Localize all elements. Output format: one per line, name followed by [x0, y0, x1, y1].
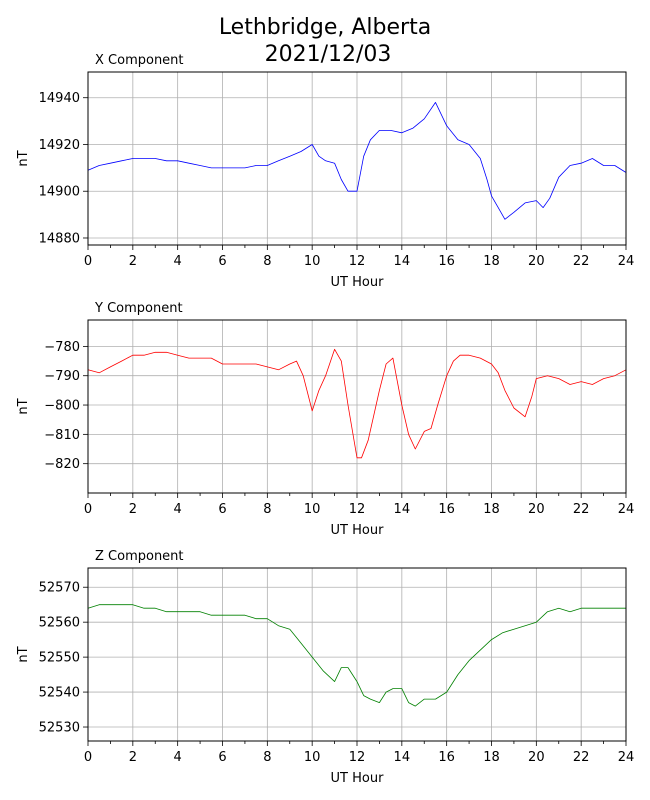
x-tick-label-z: 24 — [618, 750, 635, 765]
y-axis-label-x: nT — [16, 150, 31, 166]
panel-x-component: 0 2 4 6 8 10 12 14 16 18 20 22 241488014900149201494… — [16, 53, 634, 290]
x-tick-label-z: 4 — [174, 750, 182, 765]
x-tick-label-z: 10 — [304, 750, 321, 765]
figure-title-date: 2021/12/03 — [265, 42, 392, 67]
x-tick-label-x: 22 — [573, 254, 590, 269]
y-tick-label-x: 14880 — [39, 231, 80, 246]
panel-title-x: X Component — [95, 53, 184, 68]
x-axis-label-z: UT Hour — [331, 771, 385, 786]
x-tick-label-x: 2 — [129, 254, 137, 269]
panel-y-component: 0 2 4 6 8 10 12 14 16 18 20 22 24−820−810−800−790−78… — [16, 301, 634, 538]
y-tick-label-y: −810 — [44, 428, 80, 443]
x-tick-label-x: 20 — [528, 254, 545, 269]
y-axis-label-z: nT — [16, 646, 31, 662]
panel-z-component: 0 2 4 6 8 10 12 14 16 18 20 22 245253052540525505256… — [16, 549, 634, 786]
y-tick-label-y: −780 — [44, 340, 80, 355]
y-tick-label-x: 14940 — [39, 91, 80, 106]
panel-title-z: Z Component — [95, 549, 184, 564]
x-tick-label-y: 6 — [218, 502, 226, 517]
figure-title-location: Lethbridge, Alberta — [219, 15, 431, 40]
x-tick-label-x: 0 — [84, 254, 92, 269]
x-tick-label-y: 18 — [483, 502, 500, 517]
x-tick-label-x: 16 — [438, 254, 455, 269]
x-tick-label-x: 18 — [483, 254, 500, 269]
y-axis-label-y: nT — [16, 398, 31, 414]
x-tick-label-z: 12 — [349, 750, 366, 765]
x-tick-label-y: 14 — [394, 502, 411, 517]
x-tick-label-z: 18 — [483, 750, 500, 765]
x-axis-label-y: UT Hour — [331, 523, 385, 538]
x-tick-label-y: 8 — [263, 502, 271, 517]
y-tick-label-z: 52540 — [39, 686, 80, 701]
x-tick-label-y: 24 — [618, 502, 635, 517]
x-tick-label-x: 12 — [349, 254, 366, 269]
y-tick-label-z: 52560 — [39, 616, 80, 631]
x-tick-label-x: 4 — [174, 254, 182, 269]
panel-title-y: Y Component — [94, 301, 183, 316]
x-tick-label-y: 0 — [84, 502, 92, 517]
x-tick-label-x: 14 — [394, 254, 411, 269]
x-tick-label-y: 20 — [528, 502, 545, 517]
y-tick-label-z: 52550 — [39, 651, 80, 666]
x-tick-label-z: 22 — [573, 750, 590, 765]
x-tick-label-y: 10 — [304, 502, 321, 517]
y-tick-label-x: 14920 — [39, 138, 80, 153]
y-tick-label-y: −790 — [44, 369, 80, 384]
x-tick-label-z: 0 — [84, 750, 92, 765]
x-tick-label-x: 24 — [618, 254, 635, 269]
x-tick-label-y: 22 — [573, 502, 590, 517]
x-tick-label-z: 2 — [129, 750, 137, 765]
x-tick-label-z: 8 — [263, 750, 271, 765]
series-line-z — [87, 604, 626, 707]
x-tick-label-y: 4 — [174, 502, 182, 517]
series-line-x — [87, 102, 627, 220]
x-tick-label-y: 16 — [438, 502, 455, 517]
x-axis-label-x: UT Hour — [331, 275, 385, 290]
chart-panels: 0 2 4 6 8 10 12 14 16 18 20 22 241488014900149201494… — [16, 53, 634, 786]
y-tick-label-z: 52530 — [39, 721, 80, 736]
x-tick-label-x: 10 — [304, 254, 321, 269]
x-tick-label-x: 6 — [218, 254, 226, 269]
x-tick-label-z: 20 — [528, 750, 545, 765]
y-tick-label-y: −820 — [44, 457, 80, 472]
x-tick-label-z: 6 — [218, 750, 226, 765]
x-tick-label-z: 14 — [394, 750, 411, 765]
x-tick-label-y: 12 — [349, 502, 366, 517]
series-line-y — [87, 348, 627, 459]
x-tick-label-y: 2 — [129, 502, 137, 517]
x-tick-label-z: 16 — [438, 750, 455, 765]
y-tick-label-x: 14900 — [39, 185, 80, 200]
x-tick-label-x: 8 — [263, 254, 271, 269]
y-tick-label-y: −800 — [44, 399, 80, 414]
y-tick-label-z: 52570 — [39, 581, 80, 596]
